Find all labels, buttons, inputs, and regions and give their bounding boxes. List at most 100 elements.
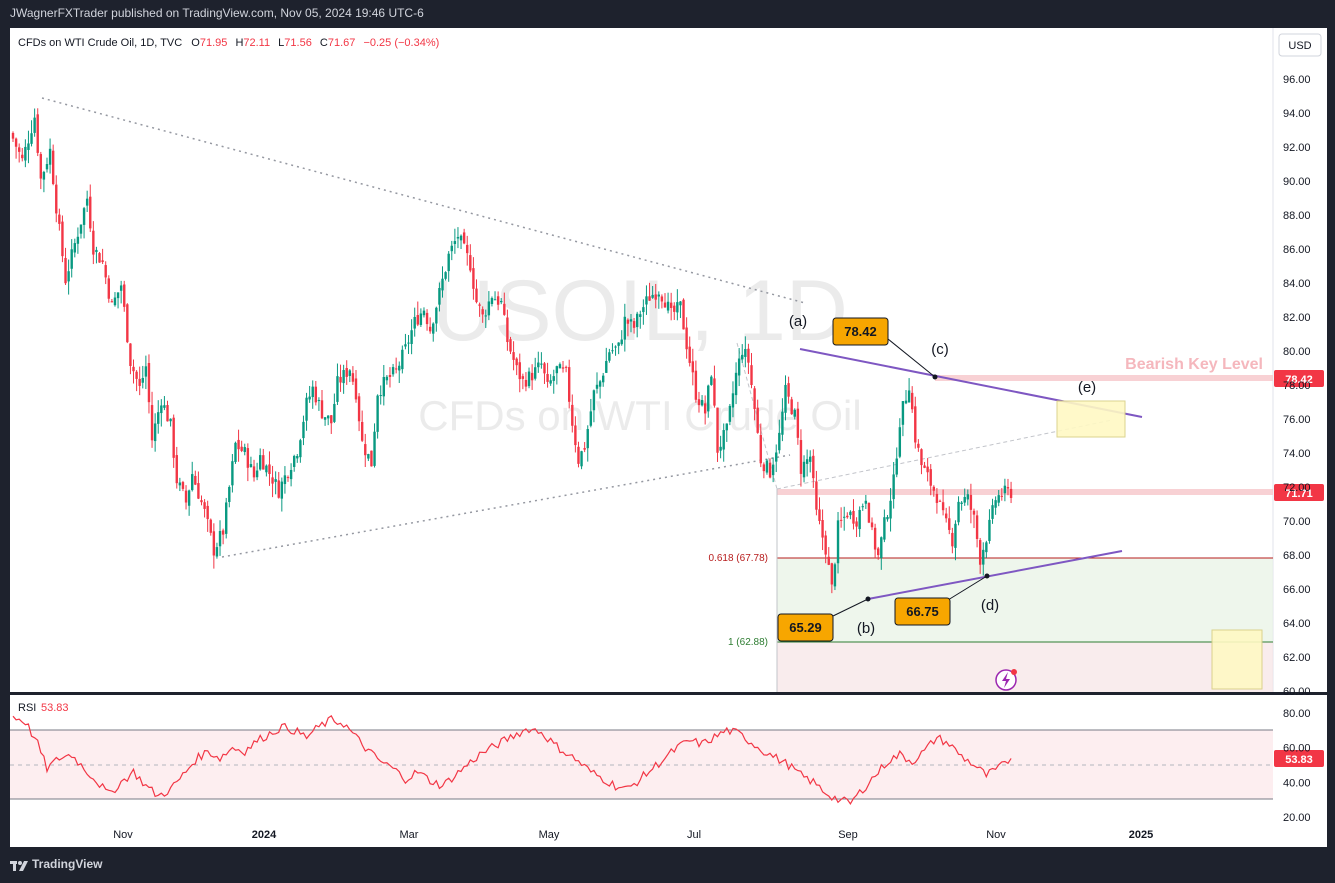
candle-body xyxy=(456,236,460,239)
callout-c[interactable] xyxy=(832,317,889,346)
symbol-legend[interactable]: CFDs on WTI Crude Oil, 1D, TVC O71.95 H7… xyxy=(18,37,439,49)
candle-body xyxy=(432,323,435,334)
candle-body xyxy=(728,405,732,422)
time-tick-label: 2025 xyxy=(1129,829,1153,841)
candle-body xyxy=(923,465,926,468)
fib-1-label: 1 (62.88) xyxy=(728,637,768,648)
brand-footer[interactable]: TradingView xyxy=(10,857,102,871)
candle-body xyxy=(796,408,800,438)
watermark-name: CFDs on WTI Crude Oil xyxy=(418,392,861,439)
callout-d[interactable] xyxy=(894,597,951,626)
candle-body xyxy=(688,346,691,363)
wave-d-label[interactable]: (d) xyxy=(981,597,999,614)
candle-body xyxy=(126,304,129,343)
brand-name: TradingView xyxy=(32,857,103,871)
candle-body xyxy=(561,367,565,369)
candle-body xyxy=(76,236,80,244)
time-tick-label: 2024 xyxy=(252,829,277,841)
candle-body xyxy=(169,418,172,422)
last-price-tag-text: 71.71 xyxy=(1285,488,1313,500)
candle-body xyxy=(895,458,898,475)
candle-body xyxy=(21,154,24,159)
candle-body xyxy=(212,531,216,556)
candle-body xyxy=(917,443,920,448)
candle-body xyxy=(438,287,441,305)
wave-e-target-box[interactable] xyxy=(1056,400,1126,438)
lower-target-box[interactable] xyxy=(1211,629,1263,690)
candlestick-series[interactable] xyxy=(11,108,1013,594)
candle-body xyxy=(892,474,895,500)
candle-body xyxy=(790,399,793,415)
candle-body xyxy=(394,368,398,370)
candle-body xyxy=(549,380,552,384)
bearish-key-level-band[interactable] xyxy=(935,375,1273,381)
candle-body xyxy=(339,376,342,383)
candle-body xyxy=(144,366,148,377)
candle-body xyxy=(673,305,676,312)
candle-body xyxy=(731,393,735,408)
callout-b[interactable] xyxy=(777,613,834,642)
price-tick-label: 96.00 xyxy=(1283,74,1311,86)
candle-body xyxy=(611,350,614,352)
candle-body xyxy=(200,500,203,503)
annotation-layer[interactable]: 0.618 (67.78) 1 (62.88) Bearish Key Leve… xyxy=(41,97,1273,692)
candle-body xyxy=(617,342,620,346)
level-high-tag xyxy=(1274,370,1324,387)
price-tick-label: 94.00 xyxy=(1283,108,1311,120)
rsi-line[interactable] xyxy=(12,715,1012,806)
price-tick-label: 90.00 xyxy=(1283,176,1311,188)
candle-body xyxy=(123,284,126,307)
candle-body xyxy=(184,490,188,503)
price-tick-label: 74.00 xyxy=(1283,448,1311,460)
candle-body xyxy=(530,372,534,381)
wave-b-label[interactable]: (b) xyxy=(857,620,875,637)
candle-body xyxy=(302,421,305,439)
candle-body xyxy=(373,431,376,466)
candle-body xyxy=(45,164,49,170)
rsi-last-tag xyxy=(1274,750,1324,767)
price-axis-panel[interactable] xyxy=(1273,28,1327,692)
candle-body xyxy=(503,303,506,315)
time-tick-label: Sep xyxy=(838,829,858,841)
legend-high-label: H xyxy=(235,37,243,49)
candle-body xyxy=(1006,487,1010,489)
lower-trendline[interactable] xyxy=(221,454,791,558)
candle-body xyxy=(910,392,914,410)
candle-body xyxy=(527,371,531,387)
candle-body xyxy=(666,301,670,311)
candle-body xyxy=(954,523,957,548)
wave-e-label[interactable]: (e) xyxy=(1078,379,1096,396)
candle-body xyxy=(314,386,318,403)
candle-body xyxy=(292,455,296,467)
candle-body xyxy=(960,502,963,504)
rsi-tick-label: 80.00 xyxy=(1283,708,1311,720)
candle-body xyxy=(938,500,942,502)
price-tick-label: 84.00 xyxy=(1283,278,1311,290)
rsi-label[interactable]: RSI xyxy=(18,702,36,714)
candle-body xyxy=(873,527,877,550)
candle-body xyxy=(376,395,379,432)
candle-body xyxy=(30,133,33,144)
candle-body xyxy=(462,232,466,244)
candle-body xyxy=(707,385,710,412)
wave-a-label[interactable]: (a) xyxy=(789,313,807,330)
candle-body xyxy=(750,365,753,385)
candle-body xyxy=(827,556,830,565)
candle-body xyxy=(166,405,169,422)
candle-body xyxy=(70,249,73,269)
candle-body xyxy=(929,469,932,486)
candle-body xyxy=(475,288,478,303)
currency-button[interactable] xyxy=(1278,33,1322,57)
candle-body xyxy=(150,405,154,441)
time-axis-panel[interactable] xyxy=(10,823,1327,847)
last-price-band[interactable] xyxy=(777,489,1273,495)
candle-body xyxy=(422,310,426,316)
candle-body xyxy=(175,455,178,484)
candle-body xyxy=(660,296,664,302)
lower-wedge-line[interactable] xyxy=(867,550,1123,600)
candle-body xyxy=(994,500,997,508)
wave-c-label[interactable]: (c) xyxy=(931,341,949,358)
candle-body xyxy=(178,482,182,486)
candle-body xyxy=(296,455,299,459)
